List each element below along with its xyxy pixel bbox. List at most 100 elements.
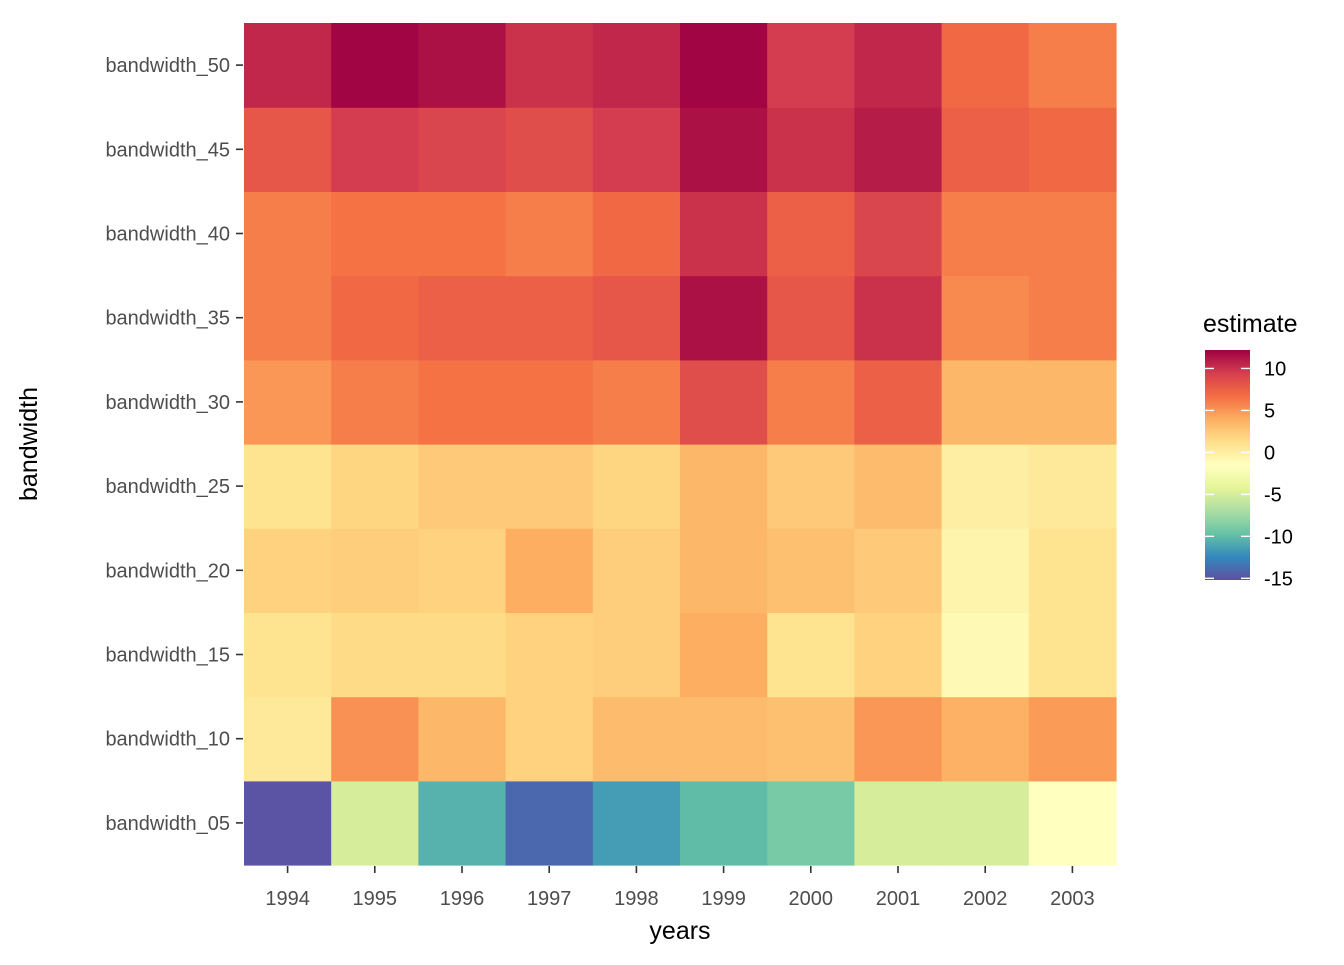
- y-tick-label: bandwidth_50: [105, 55, 230, 77]
- x-tick-label: 2001: [876, 888, 921, 910]
- y-axis: bandwidth_05 bandwidth_10 bandwidth_15 band…: [105, 55, 243, 835]
- heatmap-cell: [331, 612, 419, 698]
- heatmap-cell: [680, 359, 768, 445]
- heatmap-cell: [941, 612, 1030, 698]
- heatmap-cell: [854, 612, 943, 698]
- heatmap-cell: [680, 528, 768, 613]
- heatmap-cell: [331, 528, 419, 613]
- legend-colorbar: [1205, 350, 1250, 580]
- heatmap-cell: [680, 107, 768, 192]
- heatmap-cell: [854, 444, 943, 529]
- legend-label: 5: [1264, 400, 1275, 422]
- heatmap-cell: [854, 359, 943, 445]
- heatmap-cell: [244, 359, 332, 445]
- y-tick-label: bandwidth_40: [105, 224, 230, 246]
- heatmap-cell: [418, 696, 507, 782]
- heatmap-cell: [592, 23, 681, 108]
- x-tick-label: 1995: [353, 888, 398, 910]
- heatmap-cell: [505, 275, 594, 361]
- y-tick-label: bandwidth_05: [105, 813, 230, 835]
- heatmap-cell: [854, 191, 943, 277]
- y-tick-label: bandwidth_35: [105, 308, 230, 330]
- heatmap-cell: [592, 444, 681, 529]
- heatmap-cell: [1028, 107, 1117, 192]
- heatmap-cell: [418, 191, 507, 277]
- heatmap-cell: [680, 612, 768, 698]
- heatmap-cell: [680, 23, 768, 108]
- heatmap-cell: [854, 107, 943, 192]
- heatmap-cell: [592, 191, 681, 277]
- heatmap-cell: [767, 275, 855, 361]
- x-tick-label: 1994: [265, 888, 310, 910]
- heatmap-cell: [505, 780, 594, 866]
- heatmap-cell: [331, 359, 419, 445]
- heatmap-cell: [505, 612, 594, 698]
- heatmap-cell: [592, 612, 681, 698]
- legend-ticks: 10 5 0 -5 -10 -15: [1205, 358, 1293, 590]
- legend-label: -10: [1264, 526, 1293, 548]
- heatmap-cell: [767, 780, 855, 866]
- heatmap-cell: [592, 107, 681, 192]
- y-tick-label: bandwidth_10: [105, 729, 230, 751]
- heatmap-cell: [1028, 612, 1117, 698]
- heatmap-cell: [418, 528, 507, 613]
- x-tick-label: 2003: [1050, 888, 1095, 910]
- heatmap-cell: [244, 780, 332, 866]
- legend-label: -15: [1264, 568, 1293, 590]
- heatmap-cell: [854, 275, 943, 361]
- heatmap-cell: [941, 696, 1030, 782]
- heatmap-cell: [505, 444, 594, 529]
- heatmap-cell: [418, 107, 507, 192]
- heatmap-cell: [505, 23, 594, 108]
- heatmap-cell: [418, 359, 507, 445]
- heatmap-cell: [1028, 444, 1117, 529]
- heatmap-cell: [418, 444, 507, 529]
- heatmap-cell: [854, 780, 943, 866]
- heatmap-cell: [505, 107, 594, 192]
- heatmap-cell: [418, 275, 507, 361]
- heatmap-cell: [331, 191, 419, 277]
- heatmap-cell: [244, 612, 332, 698]
- y-tick-label: bandwidth_25: [105, 476, 230, 498]
- heatmap-cell: [1028, 696, 1117, 782]
- heatmap-cell: [592, 528, 681, 613]
- heatmap-cell: [767, 612, 855, 698]
- legend-label: -5: [1264, 484, 1282, 506]
- heatmap-cell: [680, 275, 768, 361]
- heatmap-cell: [767, 23, 855, 108]
- x-tick-label: 2002: [963, 888, 1008, 910]
- y-tick-label: bandwidth_30: [105, 392, 230, 414]
- heatmap-cell: [244, 275, 332, 361]
- heatmap-cell: [941, 275, 1030, 361]
- heatmap-cell: [680, 696, 768, 782]
- heatmap-cell: [767, 696, 855, 782]
- heatmap-cell: [767, 444, 855, 529]
- y-tick-label: bandwidth_15: [105, 645, 230, 667]
- legend-title: estimate: [1203, 310, 1297, 338]
- heatmap-cell: [418, 780, 507, 866]
- heatmap-cell: [1028, 528, 1117, 613]
- heatmap-cell: [767, 107, 855, 192]
- heatmap-cell: [1028, 780, 1117, 866]
- heatmap-cell: [767, 191, 855, 277]
- heatmap-cell: [244, 107, 332, 192]
- heatmap-cell: [680, 444, 768, 529]
- x-axis-title: years: [649, 917, 710, 945]
- heatmap-cell: [418, 612, 507, 698]
- heatmap-cell: [592, 275, 681, 361]
- heatmap-cell: [854, 23, 943, 108]
- x-tick-label: 1997: [527, 888, 572, 910]
- x-axis: 1994 1995 1996 1997 1998 1999 2000 2001 2002 2003: [265, 866, 1095, 910]
- heatmap-cell: [505, 528, 594, 613]
- heatmap-cells: [244, 23, 1117, 866]
- heatmap-cell: [331, 780, 419, 866]
- legend-label: 0: [1264, 442, 1275, 464]
- heatmap-cell: [941, 191, 1030, 277]
- heatmap-cell: [854, 696, 943, 782]
- heatmap-cell: [592, 696, 681, 782]
- heatmap-cell: [244, 444, 332, 529]
- legend: estimate 10 5 0 -5 -10 -15: [1203, 310, 1297, 590]
- heatmap-cell: [941, 23, 1030, 108]
- heatmap-cell: [941, 528, 1030, 613]
- heatmap-cell: [592, 780, 681, 866]
